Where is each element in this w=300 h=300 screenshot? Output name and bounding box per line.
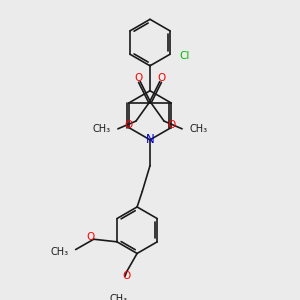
Text: CH₃: CH₃ [190, 124, 208, 134]
Text: N: N [146, 133, 154, 146]
Text: CH₃: CH₃ [110, 294, 128, 300]
Text: O: O [134, 73, 143, 83]
Text: O: O [124, 120, 133, 130]
Text: O: O [157, 73, 166, 83]
Text: O: O [86, 232, 94, 242]
Text: CH₃: CH₃ [92, 124, 110, 134]
Text: O: O [123, 271, 131, 281]
Text: CH₃: CH₃ [50, 247, 68, 257]
Text: O: O [167, 120, 175, 130]
Text: Cl: Cl [179, 51, 190, 61]
